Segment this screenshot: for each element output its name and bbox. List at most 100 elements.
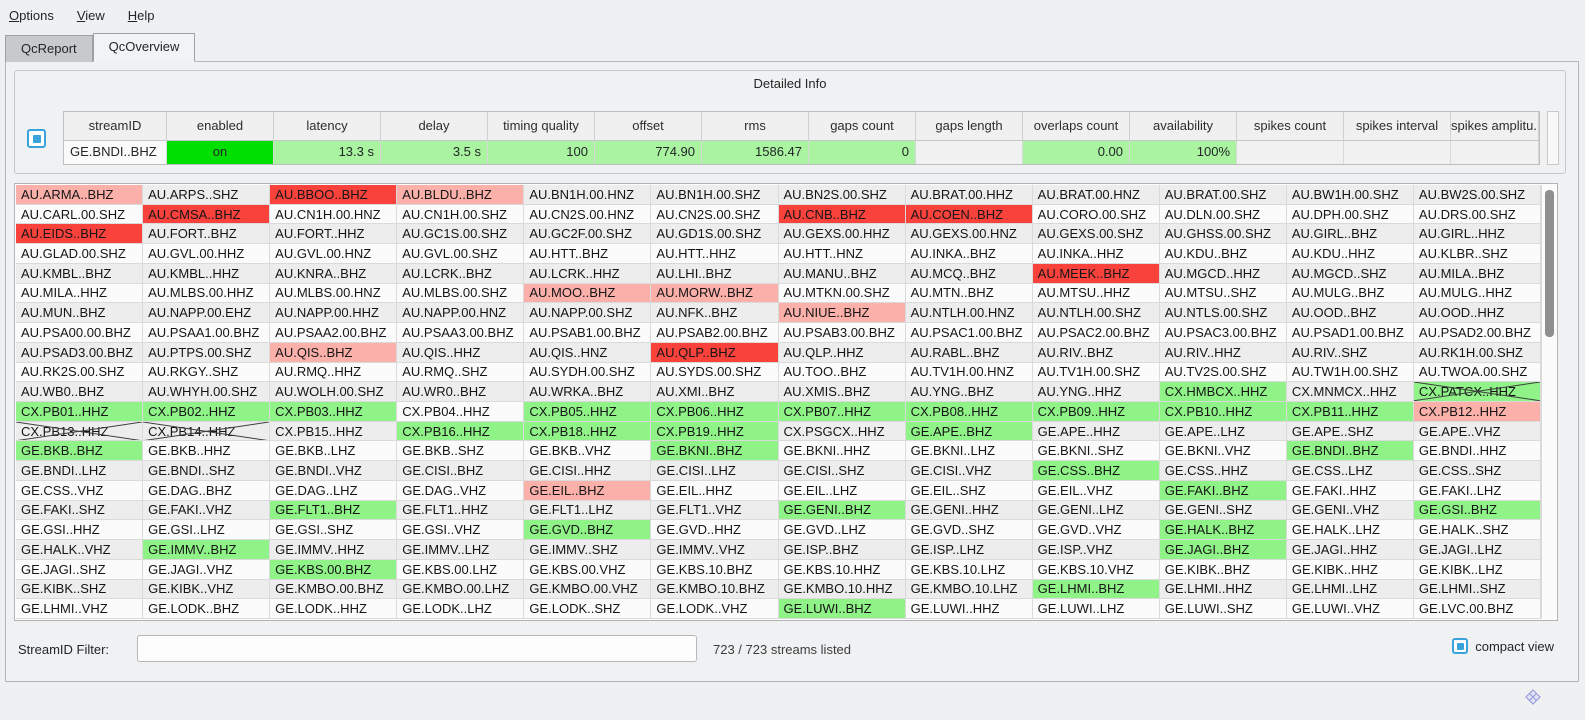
stream-cell[interactable]: GE.LODK..HHZ (270, 599, 398, 619)
stream-cell[interactable]: GE.DAG..LHZ (270, 480, 398, 501)
stream-cell[interactable]: GE.FAKI..VHZ (143, 500, 271, 521)
stream-cell[interactable]: AU.CN2S.00.HNZ (524, 204, 652, 225)
stream-cell[interactable]: AU.INKA..HHZ (1032, 244, 1160, 264)
stream-cell[interactable]: AU.BW1H.00.SHZ (1286, 185, 1414, 205)
stream-cell[interactable]: GE.LODK..LHZ (397, 599, 525, 619)
stream-cell[interactable]: AU.QIS..HHZ (397, 342, 525, 363)
menu-options[interactable]: Options (9, 7, 54, 23)
stream-cell[interactable]: GE.GVD..HHZ (651, 520, 779, 541)
stream-cell[interactable]: AU.BN2S.00.SHZ (778, 185, 906, 205)
stream-cell[interactable]: AU.FORT..BHZ (143, 224, 271, 245)
stream-cell[interactable]: AU.WRKA..BHZ (524, 382, 652, 402)
stream-cell[interactable]: GE.KMBO.10.HHZ (778, 579, 906, 600)
stream-cell[interactable]: AU.RK1H.00.SHZ (1413, 342, 1541, 363)
stream-cell[interactable]: GE.KMBO.00.LHZ (397, 579, 525, 600)
stream-cell[interactable]: GE.FLT1..VHZ (651, 500, 779, 521)
stream-cell[interactable]: AU.GHSS.00.SHZ (1159, 224, 1287, 245)
stream-cell[interactable]: AU.GEXS.00.SHZ (1032, 224, 1160, 245)
stream-cell[interactable]: AU.GC2F.00.SHZ (524, 224, 652, 245)
menu-view[interactable]: View (76, 7, 105, 23)
stream-cell[interactable]: AU.RIV..BHZ (1032, 342, 1160, 363)
stream-cell[interactable]: AU.CMSA..BHZ (143, 204, 271, 225)
stream-cell[interactable]: AU.PSAC1.00.BHZ (905, 323, 1033, 343)
stream-cell[interactable]: CX.PB08..HHZ (905, 401, 1033, 422)
stream-cell[interactable]: AU.MTSU..HHZ (1032, 283, 1160, 304)
stream-cell[interactable]: AU.CN2S.00.SHZ (651, 204, 779, 225)
stream-cell[interactable]: CX.PB18..HHZ (524, 421, 652, 442)
stream-cell[interactable]: AU.OOD..HHZ (1413, 303, 1541, 324)
stream-cell[interactable]: GE.BKNI..BHZ (651, 441, 779, 462)
detail-col-header[interactable]: delay (381, 112, 488, 141)
stream-cell[interactable]: GE.IMMV..SHZ (524, 540, 652, 560)
stream-cell[interactable]: AU.MILA..HHZ (16, 283, 144, 304)
stream-cell[interactable]: AU.NFK..BHZ (651, 303, 779, 324)
detail-cell[interactable]: 100 (488, 141, 595, 164)
stream-cell[interactable]: GE.GSI..BHZ (1413, 500, 1541, 521)
stream-cell[interactable]: AU.MILA..BHZ (1413, 263, 1541, 284)
stream-cell[interactable]: GE.APE..HHZ (1032, 421, 1160, 442)
detail-cell[interactable]: 100% (1130, 141, 1237, 164)
stream-cell[interactable]: AU.WHYH.00.SHZ (143, 382, 271, 402)
detail-cell[interactable] (1451, 141, 1539, 164)
stream-cell[interactable]: AU.RK2S.00.SHZ (16, 362, 144, 383)
stream-cell[interactable]: AU.GVL.00.HNZ (270, 244, 398, 264)
detail-col-header[interactable]: rms (702, 112, 809, 141)
stream-cell[interactable]: GE.KIBK..VHZ (143, 579, 271, 600)
stream-cell[interactable]: GE.LUWI..LHZ (1032, 599, 1160, 619)
stream-cell[interactable]: AU.DLN.00.SHZ (1159, 204, 1287, 225)
stream-cell[interactable]: GE.BKB..BHZ (16, 441, 144, 462)
stream-cell[interactable]: AU.GIRL..BHZ (1286, 224, 1414, 245)
compact-view-checkbox[interactable] (1452, 638, 1469, 654)
detail-cell[interactable]: 0.00 (1023, 141, 1130, 164)
stream-cell[interactable]: AU.PSAD2.00.BHZ (1413, 323, 1541, 343)
stream-cell[interactable]: GE.JAGI..HHZ (1286, 540, 1414, 560)
stream-cell[interactable]: GE.DAG..VHZ (397, 480, 525, 501)
stream-cell[interactable]: GE.LHMI..HHZ (1159, 579, 1287, 600)
stream-cell[interactable]: GE.CSS..HHZ (1159, 461, 1287, 481)
stream-cell[interactable]: CX.PB19..HHZ (651, 421, 779, 442)
stream-cell[interactable]: GE.FAKI..BHZ (1159, 480, 1287, 501)
stream-cell[interactable]: GE.CISI..SHZ (778, 461, 906, 481)
stream-cell[interactable]: GE.APE..VHZ (1413, 421, 1541, 442)
detail-col-header[interactable]: availability (1130, 112, 1237, 141)
stream-cell[interactable]: AU.KLBR..SHZ (1413, 244, 1541, 264)
stream-cell[interactable]: CX.PB14..HHZ (143, 421, 271, 442)
stream-cell[interactable]: GE.JAGI..LHZ (1413, 540, 1541, 560)
stream-cell[interactable]: GE.HALK..SHZ (1413, 520, 1541, 541)
stream-cell[interactable]: CX.HMBCX..HHZ (1159, 382, 1287, 402)
stream-cell[interactable]: AU.KMBL..HHZ (143, 263, 271, 284)
stream-cell[interactable]: AU.GD1S.00.SHZ (651, 224, 779, 245)
stream-cell[interactable]: GE.KBS.00.LHZ (397, 559, 525, 580)
stream-cell[interactable]: AU.MCQ..BHZ (905, 263, 1033, 284)
stream-cell[interactable]: GE.BKNI..LHZ (905, 441, 1033, 462)
stream-cell[interactable]: CX.PB10..HHZ (1159, 401, 1287, 422)
detail-col-header[interactable]: spikes interval (1344, 112, 1451, 141)
tab-qcreport[interactable]: QcReport (5, 35, 93, 62)
stream-cell[interactable]: GE.EIL..VHZ (1032, 480, 1160, 501)
stream-cell[interactable]: GE.JAGI..VHZ (143, 559, 271, 580)
stream-cell[interactable]: AU.MEEK..BHZ (1032, 263, 1160, 284)
stream-cell[interactable]: AU.PSAC2.00.BHZ (1032, 323, 1160, 343)
compact-view-label[interactable]: compact view (1475, 638, 1554, 654)
connection-status-icon[interactable] (1524, 688, 1542, 706)
stream-cell[interactable]: AU.LCRK..BHZ (397, 263, 525, 284)
stream-cell[interactable]: GE.KIBK..LHZ (1413, 559, 1541, 580)
stream-cell[interactable]: AU.INKA..BHZ (905, 244, 1033, 264)
stream-cell[interactable]: AU.TV1H.00.HNZ (905, 362, 1033, 383)
stream-cell[interactable]: GE.LHMI..VHZ (16, 599, 144, 619)
stream-cell[interactable]: GE.GSI..LHZ (143, 520, 271, 541)
stream-cell[interactable]: CX.PB07..HHZ (778, 401, 906, 422)
streamid-filter-input[interactable] (137, 635, 697, 662)
stream-cell[interactable]: AU.CORO.00.SHZ (1032, 204, 1160, 225)
stream-cell[interactable]: GE.BNDI..SHZ (143, 461, 271, 481)
stream-cell[interactable]: CX.PB09..HHZ (1032, 401, 1160, 422)
stream-cell[interactable]: AU.COEN..BHZ (905, 204, 1033, 225)
stream-cell[interactable]: GE.GENI..LHZ (1032, 500, 1160, 521)
stream-cell[interactable]: AU.TV1H.00.SHZ (1032, 362, 1160, 383)
stream-cell[interactable]: AU.RABL..BHZ (905, 342, 1033, 363)
detail-table-scrollbar[interactable] (1547, 111, 1559, 165)
stream-cell[interactable]: AU.KNRA..BHZ (270, 263, 398, 284)
stream-cell[interactable]: GE.GENI..VHZ (1286, 500, 1414, 521)
stream-cell[interactable]: GE.BNDI..LHZ (16, 461, 144, 481)
stream-cell[interactable]: GE.FAKI..SHZ (16, 500, 144, 521)
